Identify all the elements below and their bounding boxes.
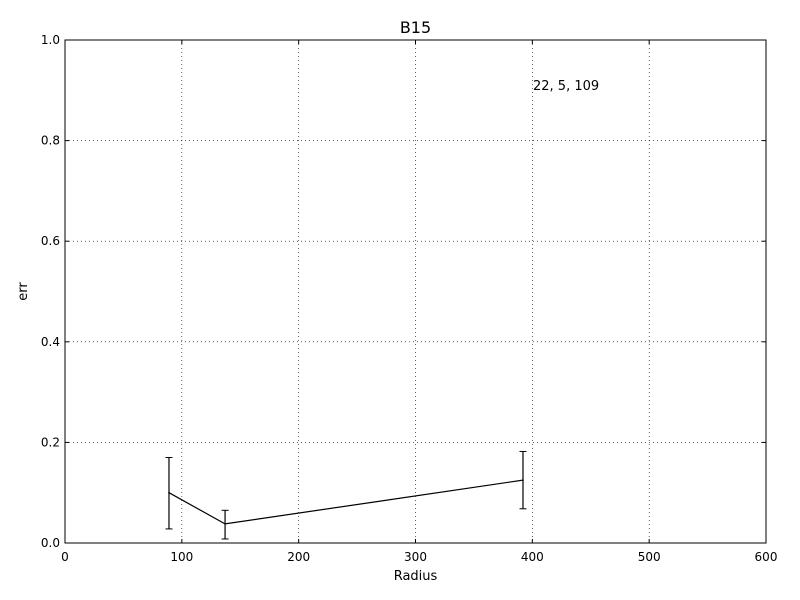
chart-title: B15: [400, 18, 431, 37]
ticks: 0 100 200 300 400 500 600 0.0 0.2 0.4 0.6 0.8 1.0: [41, 33, 778, 564]
y-axis-label: err: [16, 282, 31, 301]
x-tick-label: 0: [61, 550, 69, 564]
y-tick-label: 0.6: [41, 234, 60, 248]
y-tick-label: 0.0: [41, 536, 60, 550]
grid: [65, 40, 766, 543]
annotation-text: 22, 5, 109: [533, 79, 599, 94]
x-axis-label: Radius: [394, 569, 438, 584]
series-layer: [165, 450, 527, 540]
x-tick-label: 400: [521, 550, 544, 564]
y-tick-label: 0.2: [41, 435, 60, 449]
x-tick-label: 500: [638, 550, 661, 564]
y-tick-label: 0.8: [41, 134, 60, 148]
plot-frame: [64, 39, 767, 544]
x-tick-label: 100: [170, 550, 193, 564]
y-tick-label: 0.4: [41, 335, 60, 349]
x-tick-label: 600: [755, 550, 778, 564]
data-point: [522, 479, 524, 481]
x-tick-label: 200: [287, 550, 310, 564]
data-point: [168, 491, 170, 494]
y-tick-label: 1.0: [41, 33, 60, 47]
x-tick-label: 300: [404, 550, 427, 564]
data-point: [224, 523, 226, 525]
series-line: [168, 479, 524, 525]
